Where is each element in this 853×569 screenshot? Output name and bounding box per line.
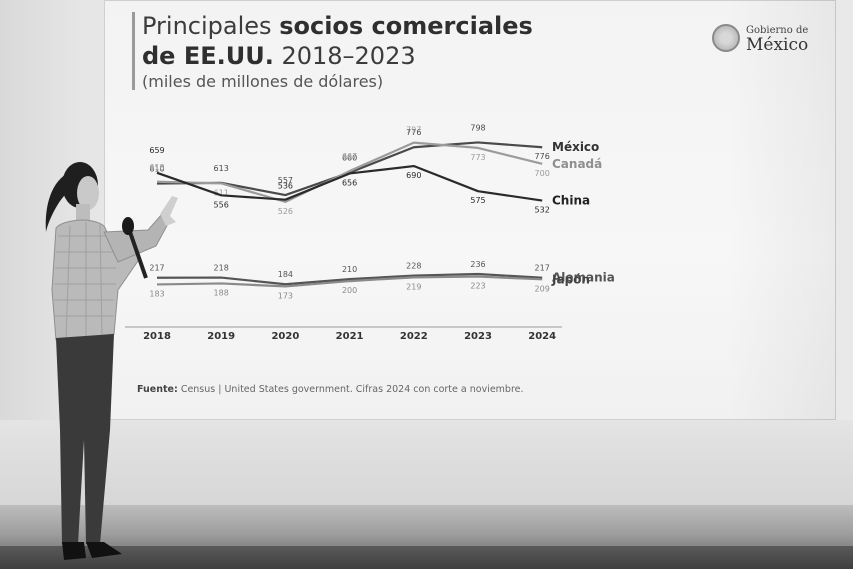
data-label: 532 — [535, 206, 550, 215]
data-label: 184 — [278, 270, 293, 279]
slide-subtitle: (miles de millones de dólares) — [142, 72, 384, 91]
gobierno-logo: Gobierno de México — [712, 22, 812, 55]
data-label: 610 — [149, 165, 164, 174]
stage-front — [0, 505, 853, 553]
data-label: 236 — [470, 260, 485, 269]
data-label: 776 — [535, 152, 550, 161]
presenter-jacket-texture — [54, 222, 116, 339]
data-label: 183 — [149, 289, 164, 298]
title-line2-regular: 2018–2023 — [281, 42, 416, 70]
data-label: 219 — [406, 282, 421, 291]
presenter-trousers — [56, 334, 114, 544]
data-label: 556 — [214, 200, 229, 209]
stage-lower-wall — [0, 420, 853, 508]
source-text: Census | United States government. Cifra… — [180, 384, 524, 395]
data-label: 700 — [535, 169, 550, 178]
series-name-label: Japón — [551, 272, 590, 286]
x-tick-label: 2024 — [528, 331, 556, 342]
data-label: 526 — [278, 207, 293, 216]
x-tick-label: 2022 — [400, 331, 428, 342]
title-regular: Principales — [142, 12, 272, 40]
data-label: 618 — [149, 163, 164, 172]
slide-title-line2: de EE.UU. 2018–2023 — [142, 42, 416, 70]
x-tick-label: 2019 — [207, 331, 235, 342]
data-label: 776 — [406, 128, 421, 137]
source-label: Fuente: — [137, 384, 178, 395]
data-label: 690 — [406, 171, 421, 180]
slide-title-line1: Principales socios comerciales — [142, 12, 533, 40]
presenter-face — [77, 176, 99, 210]
series-line — [156, 275, 543, 288]
data-label: 611 — [214, 188, 229, 197]
data-label: 667 — [342, 152, 357, 161]
title-bold: socios comerciales — [279, 12, 533, 40]
source-note: Fuente: Census | United States governmen… — [137, 384, 524, 395]
data-label: 798 — [470, 123, 485, 132]
data-label: 228 — [406, 262, 421, 271]
data-label: 613 — [214, 164, 229, 173]
series-name-label: China — [552, 194, 590, 208]
series-line — [156, 164, 543, 202]
series-name-label: México — [552, 140, 599, 154]
data-label: 557 — [278, 176, 293, 185]
title-line2-bold: de EE.UU. — [142, 42, 274, 70]
data-label: 659 — [149, 146, 164, 155]
x-tick-label: 2020 — [271, 331, 299, 342]
screen-shade — [726, 0, 836, 420]
x-tick-label: 2018 — [143, 331, 171, 342]
data-label: 188 — [214, 288, 229, 297]
presenter-shoe-left — [62, 542, 86, 560]
data-label: 218 — [214, 264, 229, 273]
presenter-neck — [76, 204, 90, 222]
presenter-hand — [160, 196, 178, 226]
series-name-label: Alemania — [552, 271, 615, 285]
data-label: 536 — [278, 182, 293, 191]
series-line — [156, 141, 543, 203]
data-label: 575 — [470, 196, 485, 205]
data-label: 223 — [470, 282, 485, 291]
data-label: 210 — [342, 265, 357, 274]
data-label: 173 — [278, 291, 293, 300]
data-label: 217 — [535, 264, 550, 273]
microphone-stand — [128, 231, 148, 279]
data-label: 200 — [342, 286, 357, 295]
data-label: 217 — [149, 264, 164, 273]
logo-small-text: Gobierno de — [746, 25, 809, 36]
presenter-shoe-right — [86, 542, 122, 558]
logo-big-text: México — [746, 35, 809, 55]
x-tick-label: 2023 — [464, 331, 492, 342]
series-line — [156, 272, 543, 286]
title-accent-bar — [132, 12, 135, 90]
data-label: 656 — [342, 178, 357, 187]
seal-icon — [712, 24, 740, 52]
data-label: 660 — [342, 154, 357, 163]
series-name-label: Canadá — [552, 157, 602, 171]
data-label: 797 — [406, 126, 421, 135]
data-label: 209 — [535, 284, 550, 293]
presentation-screen — [104, 0, 836, 420]
stage-floor — [0, 546, 853, 569]
microphone-head — [122, 217, 134, 235]
x-tick-label: 2021 — [336, 331, 364, 342]
data-label: 773 — [470, 153, 485, 162]
